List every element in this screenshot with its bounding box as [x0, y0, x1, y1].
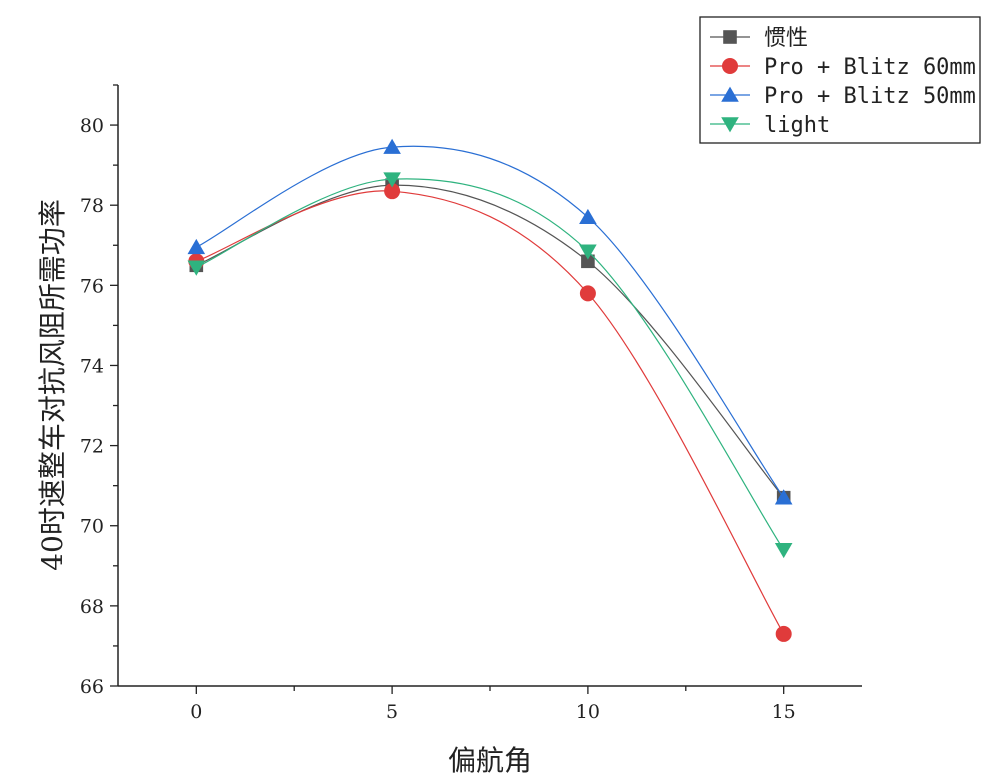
- x-tick-label: 15: [772, 701, 796, 723]
- series-1: [188, 183, 792, 642]
- legend: 惯性 Pro + Blitz 60mm Pro + Blitz 50mm light: [699, 16, 981, 144]
- legend-marker: [723, 30, 737, 44]
- series-line: [196, 145, 785, 499]
- data-point: [187, 238, 206, 255]
- legend-marker: [722, 58, 738, 74]
- x-tick-label: 10: [576, 701, 600, 723]
- legend-item: light: [710, 113, 830, 138]
- legend-box: [699, 16, 981, 144]
- series-2: [187, 138, 793, 505]
- series-3: [187, 172, 793, 559]
- y-tick-label: 76: [80, 275, 104, 297]
- data-point: [384, 183, 401, 200]
- data-point: [579, 244, 597, 260]
- y-tick-label: 74: [80, 355, 104, 377]
- y-tick-label: 80: [80, 115, 104, 137]
- x-tick-label: 5: [386, 701, 398, 723]
- data-point: [775, 625, 792, 642]
- data-point: [774, 542, 793, 559]
- data-point: [187, 260, 206, 276]
- legend-item: Pro + Blitz 60mm: [710, 55, 976, 80]
- legend-label: 惯性: [764, 26, 808, 51]
- y-tick-label: 72: [80, 436, 104, 458]
- y-tick-label: 70: [80, 516, 104, 538]
- y-tick-label: 68: [80, 596, 104, 618]
- x-tick-label: 0: [190, 701, 202, 723]
- axes: 0 5 10 15 66 68 70 72 74 76 78 80: [80, 84, 862, 723]
- legend-item: Pro + Blitz 50mm: [710, 84, 976, 109]
- legend-marker: [721, 86, 739, 102]
- legend-marker: [721, 117, 739, 133]
- series-line: [196, 178, 785, 551]
- data-point: [383, 138, 401, 154]
- y-axis-title: 40时速整车对抗风阻所需功率: [36, 199, 69, 571]
- data-point: [579, 208, 597, 225]
- legend-label: Pro + Blitz 60mm: [764, 55, 976, 80]
- series-line: [196, 184, 785, 499]
- data-point: [383, 172, 401, 188]
- legend-item: 惯性: [710, 26, 808, 51]
- data-point: [579, 285, 596, 302]
- legend-label: Pro + Blitz 50mm: [764, 84, 976, 109]
- series-0: [189, 178, 791, 505]
- series-layer: [187, 138, 793, 642]
- series-line: [196, 190, 785, 635]
- legend-label: light: [764, 113, 830, 138]
- data-point: [774, 489, 793, 505]
- y-tick-label: 78: [80, 195, 104, 217]
- x-axis-title: 偏航角: [448, 744, 532, 777]
- data-point: [581, 254, 595, 269]
- y-tick-label: 66: [80, 676, 104, 698]
